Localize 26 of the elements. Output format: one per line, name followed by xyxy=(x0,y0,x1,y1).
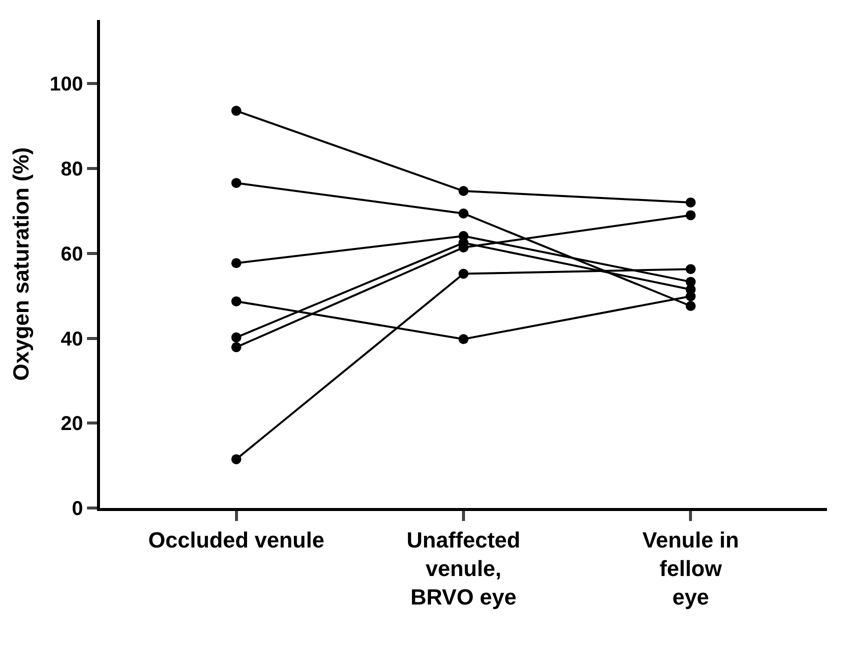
point xyxy=(231,178,242,188)
y-tick-label: 20 xyxy=(60,413,83,436)
point xyxy=(458,268,468,279)
point xyxy=(686,264,696,274)
x-tick-label: Occluded venule xyxy=(148,527,324,552)
point xyxy=(458,208,468,218)
point xyxy=(458,186,468,196)
point xyxy=(458,334,468,344)
point xyxy=(231,106,242,116)
point xyxy=(231,258,242,268)
x-tick-label: Venule in fellow eye xyxy=(642,527,739,610)
y-axis-title: Oxygen saturation (%) xyxy=(8,147,34,381)
point xyxy=(686,197,696,208)
y-tick-label: 80 xyxy=(60,158,83,181)
point xyxy=(231,342,242,352)
y-tick-label: 40 xyxy=(60,328,83,350)
point xyxy=(231,332,242,342)
point xyxy=(231,296,242,306)
point xyxy=(231,454,242,464)
point xyxy=(686,301,696,312)
y-tick-label: 100 xyxy=(50,74,83,96)
x-tick-label: Unaffected venule, BRVO eye xyxy=(406,527,520,610)
y-tick-label: 0 xyxy=(72,498,83,520)
y-tick-label: 60 xyxy=(60,243,83,266)
point xyxy=(686,210,696,220)
point xyxy=(686,291,696,302)
